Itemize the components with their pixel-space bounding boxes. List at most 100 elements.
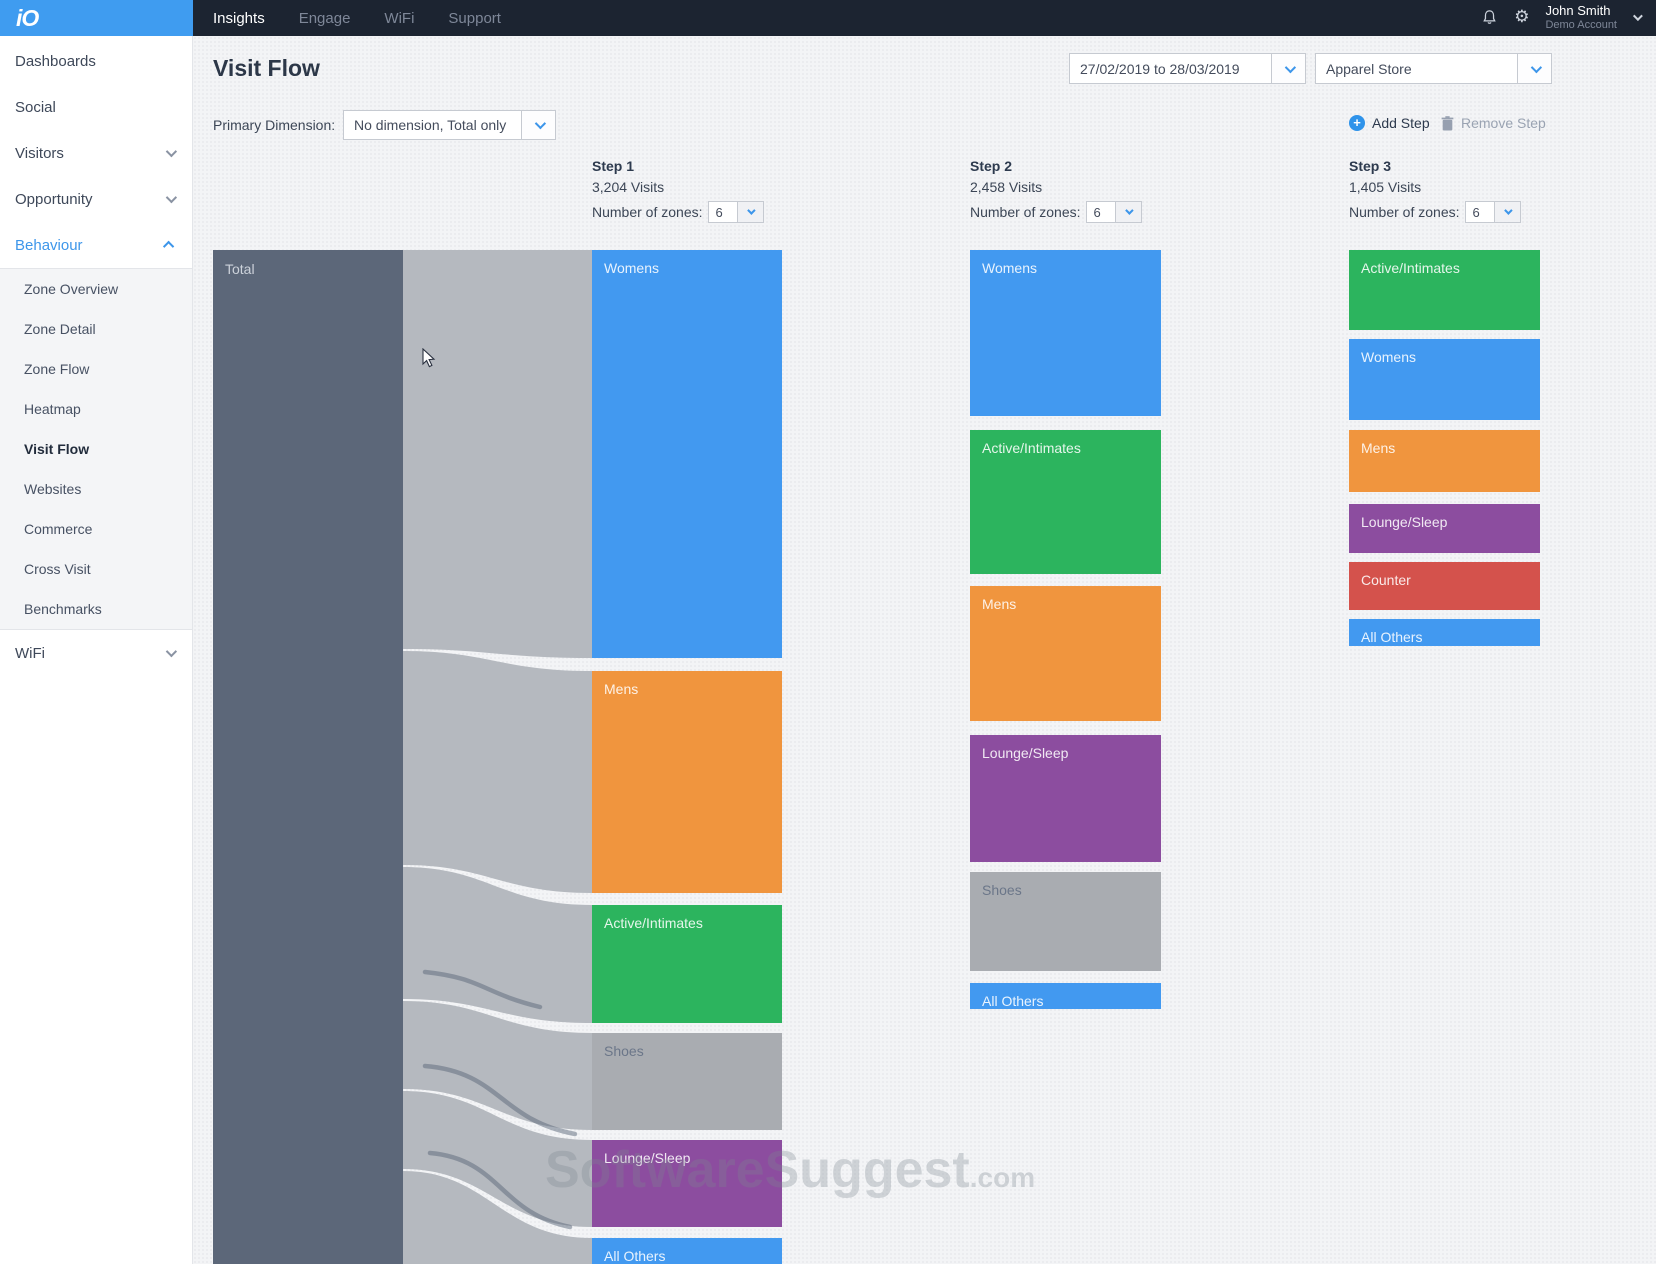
sidebar-item-visitors[interactable]: Visitors	[0, 130, 192, 176]
zones-label: Number of zones:	[970, 204, 1081, 220]
zones-count-select[interactable]: 6	[1085, 201, 1142, 223]
user-menu[interactable]: John Smith Demo Account	[1545, 3, 1617, 32]
zone-block-shoes[interactable]: Shoes	[970, 872, 1161, 971]
plus-icon: +	[1349, 115, 1365, 131]
zone-label: Shoes	[982, 882, 1022, 898]
step-visits: 2,458 Visits	[970, 179, 1043, 195]
add-step-button[interactable]: + Add Step	[1349, 115, 1430, 131]
zone-block-all-others[interactable]: All Others	[1349, 619, 1540, 646]
behaviour-submenu: Zone Overview Zone Detail Zone Flow Heatmap…	[0, 268, 192, 630]
zone-block-lounge-sleep[interactable]: Lounge/Sleep	[970, 735, 1161, 862]
zone-label: Womens	[982, 260, 1037, 276]
zone-label: Counter	[1361, 572, 1411, 588]
zone-block-mens[interactable]: Mens	[970, 586, 1161, 721]
primary-nav: Insights Engage WiFi Support	[193, 10, 501, 27]
zone-label: Lounge/Sleep	[1361, 514, 1448, 530]
store-select[interactable]: Apparel Store	[1315, 53, 1552, 84]
store-value: Apparel Store	[1326, 60, 1412, 77]
sidebar-item-label: Visitors	[15, 144, 64, 162]
sidebar-item-label: Opportunity	[15, 190, 93, 208]
sidebar-item-social[interactable]: Social	[0, 84, 192, 130]
visit-flow-chart: Total Womens Mens Active/Intimates Shoes Lou…	[193, 250, 1656, 1264]
zones-count-select[interactable]: 6	[707, 201, 764, 223]
gear-icon[interactable]: ⚙	[1514, 7, 1530, 28]
zone-block-active-intimates[interactable]: Active/Intimates	[1349, 250, 1540, 330]
flow-band	[403, 1171, 592, 1264]
zone-label: Active/Intimates	[1361, 260, 1460, 276]
zone-block-shoes[interactable]: Shoes	[592, 1033, 782, 1130]
zone-block-womens[interactable]: Womens	[970, 250, 1161, 416]
sidebar-item-opportunity[interactable]: Opportunity	[0, 176, 192, 222]
date-range-chevron[interactable]	[1271, 54, 1305, 83]
sidebar-item-wifi[interactable]: WiFi	[0, 630, 192, 676]
zone-block-womens[interactable]: Womens	[1349, 339, 1540, 420]
nav-item-engage[interactable]: Engage	[298, 9, 351, 27]
primary-dimension-value: No dimension, Total only	[354, 117, 507, 133]
sidebar-item-dashboards[interactable]: Dashboards	[0, 38, 192, 84]
zone-block-all-others[interactable]: All Others	[970, 983, 1161, 1009]
zone-block-mens[interactable]: Mens	[592, 671, 782, 893]
primary-dimension-select[interactable]: No dimension, Total only	[343, 110, 556, 140]
chevron-down-icon	[165, 645, 178, 658]
nav-item-support[interactable]: Support	[448, 9, 501, 27]
zones-label: Number of zones:	[1349, 204, 1460, 220]
nav-item-insights[interactable]: Insights	[213, 9, 265, 27]
chevron-down-icon	[165, 145, 178, 158]
step-header-1: Step 1 3,204 Visits Number of zones: 6	[592, 158, 792, 223]
total-node-label: Total	[225, 261, 255, 277]
primary-dimension-chevron[interactable]	[521, 111, 555, 139]
sidebar-item-websites[interactable]: Websites	[24, 481, 82, 497]
zone-label: Active/Intimates	[604, 915, 703, 931]
zones-count-chevron[interactable]	[736, 202, 763, 222]
chevron-down-icon	[165, 191, 178, 204]
zone-label: All Others	[1361, 629, 1423, 645]
zones-row: Number of zones: 6	[592, 201, 792, 223]
zone-label: All Others	[604, 1248, 666, 1264]
sidebar-item-zone-overview[interactable]: Zone Overview	[24, 281, 119, 297]
flow-band	[403, 867, 592, 1023]
zones-count-value: 6	[715, 204, 723, 220]
total-node[interactable]: Total	[213, 250, 403, 1264]
remove-step-button[interactable]: Remove Step	[1441, 115, 1546, 131]
bell-icon[interactable]	[1481, 9, 1498, 26]
zone-block-all-others[interactable]: All Others	[592, 1238, 782, 1264]
sidebar-item-cross-visit[interactable]: Cross Visit	[24, 561, 91, 577]
app-logo[interactable]: iO	[0, 0, 193, 36]
sidebar-item-zone-detail[interactable]: Zone Detail	[24, 321, 96, 337]
zones-count-chevron[interactable]	[1114, 202, 1141, 222]
zone-label: Lounge/Sleep	[604, 1150, 691, 1166]
zone-block-counter[interactable]: Counter	[1349, 562, 1540, 610]
main-content: Visit Flow 27/02/2019 to 28/03/2019 Appa…	[193, 36, 1656, 1264]
zones-count-select[interactable]: 6	[1464, 201, 1521, 223]
step-name: Step 2	[970, 158, 1013, 174]
flow-connector	[403, 250, 592, 1264]
zone-label: Shoes	[604, 1043, 644, 1059]
chevron-down-icon	[747, 206, 756, 215]
zone-block-lounge-sleep[interactable]: Lounge/Sleep	[592, 1140, 782, 1227]
zone-block-womens[interactable]: Womens	[592, 250, 782, 658]
step-name: Step 1	[592, 158, 635, 174]
step-header-2: Step 2 2,458 Visits Number of zones: 6	[970, 158, 1170, 223]
date-range-select[interactable]: 27/02/2019 to 28/03/2019	[1069, 53, 1306, 84]
zone-label: Active/Intimates	[982, 440, 1081, 456]
zone-block-mens[interactable]: Mens	[1349, 430, 1540, 492]
nav-item-wifi[interactable]: WiFi	[384, 9, 415, 27]
sidebar-item-commerce[interactable]: Commerce	[24, 521, 93, 537]
zone-block-lounge-sleep[interactable]: Lounge/Sleep	[1349, 504, 1540, 553]
zone-block-active-intimates[interactable]: Active/Intimates	[970, 430, 1161, 574]
store-chevron[interactable]	[1517, 54, 1551, 83]
step-visits: 3,204 Visits	[592, 179, 665, 195]
crossing-flow-streak	[427, 1150, 573, 1230]
sidebar-item-benchmarks[interactable]: Benchmarks	[24, 601, 102, 617]
zones-row: Number of zones: 6	[970, 201, 1170, 223]
zone-block-active-intimates[interactable]: Active/Intimates	[592, 905, 782, 1023]
remove-step-label: Remove Step	[1461, 115, 1546, 131]
sidebar-item-visit-flow[interactable]: Visit Flow	[24, 441, 90, 457]
sidebar: Dashboards Social Visitors Opportunity Behav…	[0, 36, 193, 1264]
sidebar-item-heatmap[interactable]: Heatmap	[24, 401, 81, 417]
zones-count-chevron[interactable]	[1493, 202, 1520, 222]
sidebar-item-zone-flow[interactable]: Zone Flow	[24, 361, 90, 377]
sidebar-item-behaviour[interactable]: Behaviour	[0, 222, 192, 268]
flow-band	[403, 1001, 592, 1130]
chevron-down-icon[interactable]	[1632, 11, 1643, 22]
